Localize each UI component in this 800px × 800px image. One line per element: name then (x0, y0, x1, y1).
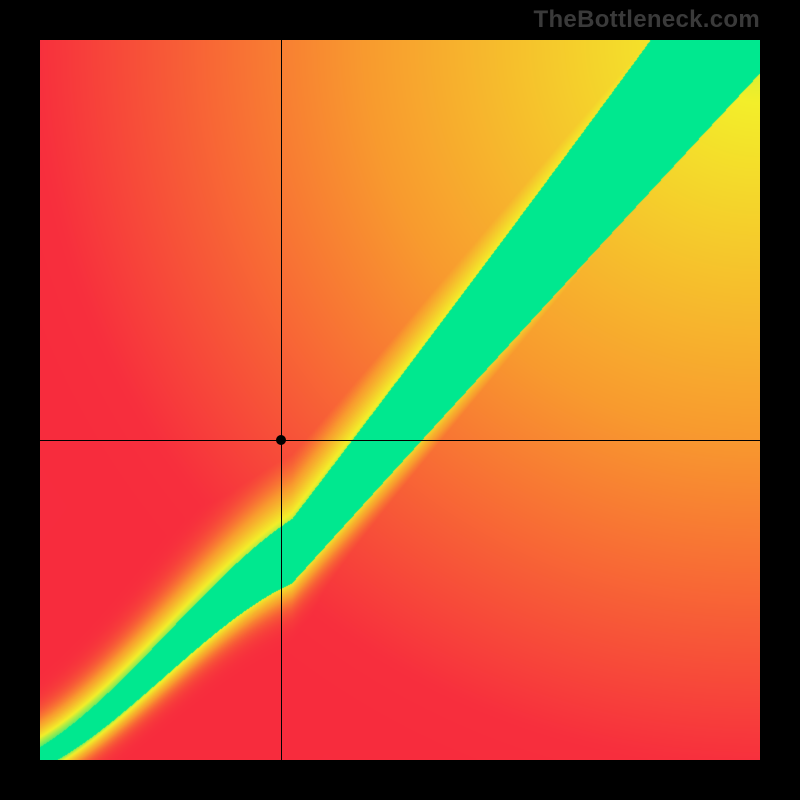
heatmap-plot (40, 40, 760, 760)
crosshair-marker (276, 435, 286, 445)
crosshair-vertical (281, 40, 282, 760)
heatmap-canvas (40, 40, 760, 760)
watermark-text: TheBottleneck.com (534, 6, 760, 34)
crosshair-horizontal (40, 440, 760, 441)
